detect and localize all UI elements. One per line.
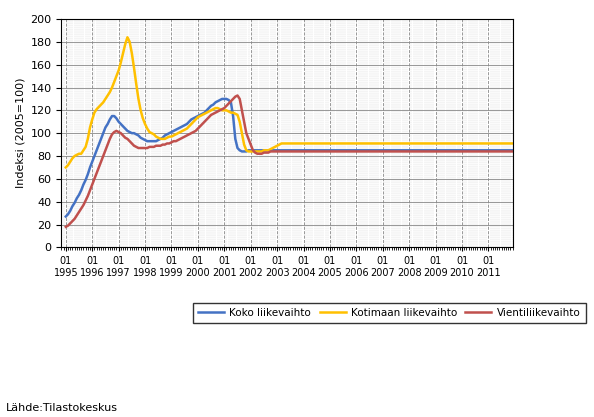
Kotimaan liikevaihto: [509, 141, 516, 146]
Vientiliikevaihto: [110, 130, 118, 135]
Kotimaan liikevaihto: [124, 35, 131, 40]
Vientiliikevaihto: [181, 134, 188, 139]
Kotimaan liikevaihto: [139, 116, 146, 121]
Legend: Koko liikevaihto, Kotimaan liikevaihto, Vientiliikevaihto: Koko liikevaihto, Kotimaan liikevaihto, …: [193, 303, 586, 323]
Kotimaan liikevaihto: [289, 141, 296, 146]
Kotimaan liikevaihto: [184, 126, 191, 131]
Koko liikevaihto: [110, 113, 118, 118]
Koko liikevaihto: [181, 123, 188, 128]
Vientiliikevaihto: [62, 224, 69, 229]
Vientiliikevaihto: [137, 146, 144, 151]
Kotimaan liikevaihto: [62, 165, 69, 170]
Vientiliikevaihto: [394, 149, 402, 154]
Koko liikevaihto: [509, 148, 516, 153]
Koko liikevaihto: [289, 148, 296, 153]
Koko liikevaihto: [62, 214, 69, 219]
Vientiliikevaihto: [509, 149, 516, 154]
Y-axis label: Indeksi (2005=100): Indeksi (2005=100): [15, 78, 25, 188]
Koko liikevaihto: [394, 148, 402, 153]
Line: Kotimaan liikevaihto: Kotimaan liikevaihto: [66, 37, 513, 168]
Kotimaan liikevaihto: [298, 141, 305, 146]
Line: Koko liikevaihto: Koko liikevaihto: [66, 99, 513, 216]
Vientiliikevaihto: [234, 93, 241, 98]
Kotimaan liikevaihto: [110, 79, 118, 84]
Vientiliikevaihto: [289, 149, 296, 154]
Vientiliikevaihto: [298, 149, 305, 154]
Kotimaan liikevaihto: [394, 141, 402, 146]
Text: Lähde:Tilastokeskus: Lähde:Tilastokeskus: [6, 403, 118, 413]
Koko liikevaihto: [219, 96, 226, 101]
Line: Vientiliikevaihto: Vientiliikevaihto: [66, 95, 513, 227]
Koko liikevaihto: [298, 148, 305, 153]
Koko liikevaihto: [137, 135, 144, 140]
